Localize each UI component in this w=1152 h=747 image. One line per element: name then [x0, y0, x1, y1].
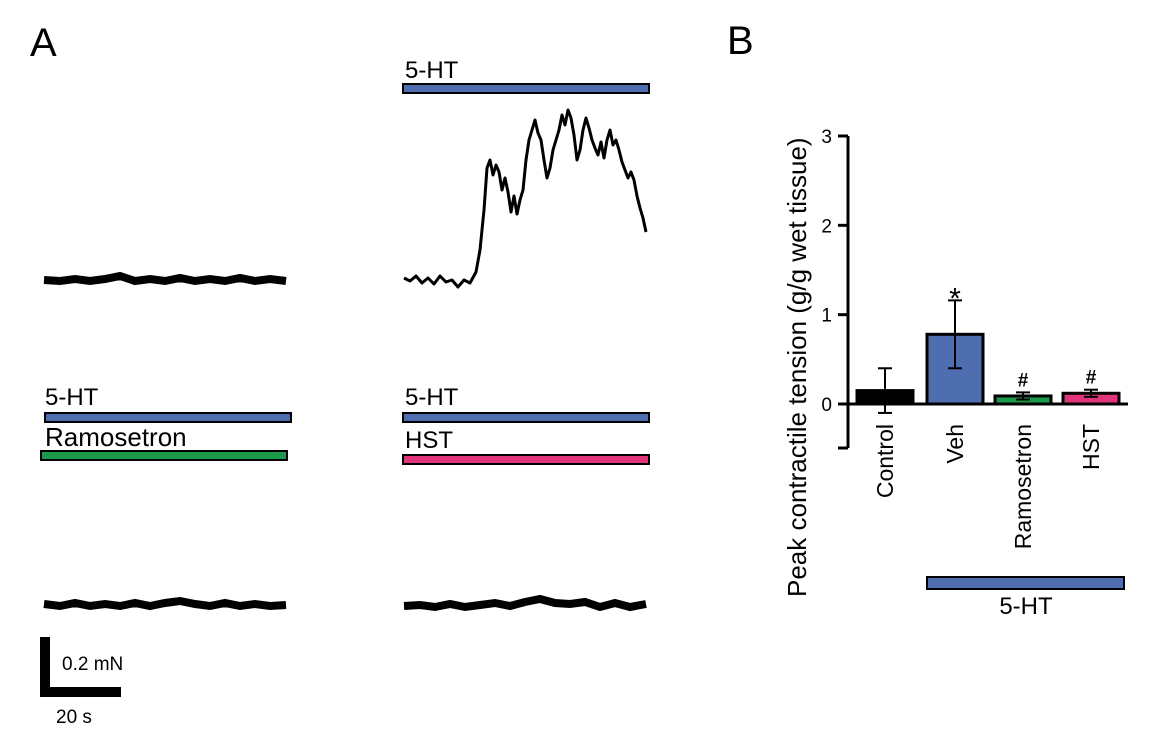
bar-chart: Peak contractile tension (g/g wet tissue… — [782, 127, 1128, 597]
y-tick-label-2: 2 — [821, 216, 832, 237]
category-label-hst: HST — [1078, 424, 1104, 470]
drug-label-5ht-mid-right: 5-HT — [405, 384, 459, 411]
treatment-bar-5ht — [926, 576, 1125, 590]
panel-b-label: B — [727, 19, 754, 63]
y-tick-label-3: 3 — [821, 127, 832, 148]
trace-5ht-response — [403, 108, 648, 289]
drug-label-5ht-top: 5-HT — [405, 57, 459, 84]
drug-bar-hst — [402, 454, 650, 465]
category-label-veh: Veh — [942, 424, 968, 464]
trace-hst — [403, 594, 647, 612]
scale-bar-vertical — [40, 637, 50, 697]
category-label-ramosetron: Ramosetron — [1010, 424, 1036, 549]
drug-bar-5ht-mid-left — [44, 412, 292, 423]
y-tick-label-0: 0 — [821, 395, 832, 416]
drug-bar-5ht-mid-right — [402, 412, 650, 423]
trace-ramosetron — [43, 596, 287, 611]
drug-bar-ramosetron — [40, 450, 288, 461]
significance-hst: # — [1086, 368, 1097, 389]
y-axis-label: Peak contractile tension (g/g wet tissue… — [782, 137, 812, 597]
drug-label-5ht-mid-left: 5-HT — [45, 384, 99, 411]
scale-bar-x-label: 20 s — [56, 707, 92, 728]
trace-baseline-top-left — [43, 271, 287, 286]
significance-ramosetron: # — [1018, 370, 1029, 391]
drug-label-hst: HST — [405, 427, 453, 454]
scale-bar-horizontal — [40, 687, 121, 697]
significance-veh: * — [949, 282, 961, 315]
category-label-control: Control — [872, 424, 898, 498]
drug-label-ramosetron: Ramosetron — [45, 422, 187, 452]
y-tick-label-1: 1 — [821, 306, 832, 327]
panel-a-label: A — [30, 21, 57, 65]
drug-bar-5ht-top — [402, 83, 650, 94]
treatment-label-5ht: 5-HT — [999, 593, 1053, 620]
scale-bar-y-label: 0.2 mN — [62, 654, 123, 675]
